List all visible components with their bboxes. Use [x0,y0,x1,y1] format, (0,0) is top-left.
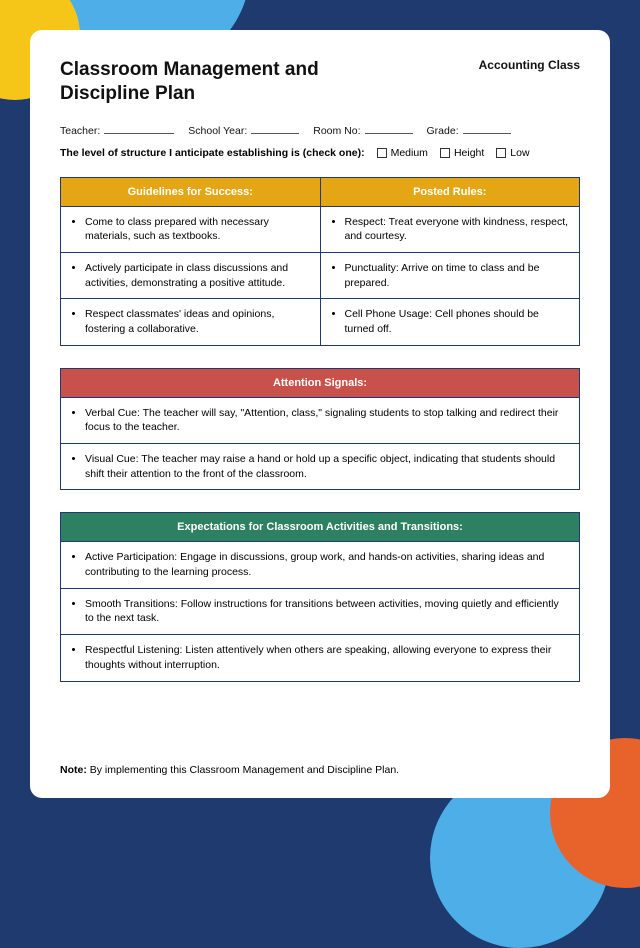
teacher-label: Teacher: [60,125,100,137]
check-medium[interactable] [377,148,387,158]
teacher-input[interactable] [104,124,174,134]
class-subtitle: Accounting Class [479,58,580,72]
check-medium-label: Medium [391,147,428,159]
footer-note: Note: By implementing this Classroom Man… [60,764,399,776]
year-label: School Year: [188,125,247,137]
attention-table: Attention Signals: Verbal Cue: The teach… [60,368,580,491]
table-row: Smooth Transitions: Follow instructions … [61,588,580,634]
expectations-table: Expectations for Classroom Activities an… [60,512,580,681]
check-low[interactable] [496,148,506,158]
table-row: Actively participate in class discussion… [61,252,580,298]
structure-row: The level of structure I anticipate esta… [60,147,580,159]
grade-label: Grade: [427,125,459,137]
attention-header: Attention Signals: [61,368,580,397]
check-height-label: Height [454,147,484,159]
guidelines-table: Guidelines for Success: Posted Rules: Co… [60,177,580,346]
structure-prompt: The level of structure I anticipate esta… [60,147,365,159]
page: Classroom Management and Discipline Plan… [30,30,610,798]
rules-header: Posted Rules: [320,177,580,206]
room-label: Room No: [313,125,360,137]
year-input[interactable] [251,124,299,134]
table-row: Verbal Cue: The teacher will say, "Atten… [61,397,580,443]
table-row: Respectful Listening: Listen attentively… [61,635,580,681]
table-row: Visual Cue: The teacher may raise a hand… [61,444,580,490]
expectations-header: Expectations for Classroom Activities an… [61,513,580,542]
info-fields: Teacher: School Year: Room No: Grade: [60,124,580,137]
table-row: Active Participation: Engage in discussi… [61,542,580,588]
check-height[interactable] [440,148,450,158]
grade-input[interactable] [463,124,511,134]
check-low-label: Low [510,147,529,159]
room-input[interactable] [365,124,413,134]
guidelines-header: Guidelines for Success: [61,177,321,206]
table-row: Come to class prepared with necessary ma… [61,206,580,252]
page-title: Classroom Management and Discipline Plan [60,58,340,106]
table-row: Respect classmates' ideas and opinions, … [61,299,580,345]
